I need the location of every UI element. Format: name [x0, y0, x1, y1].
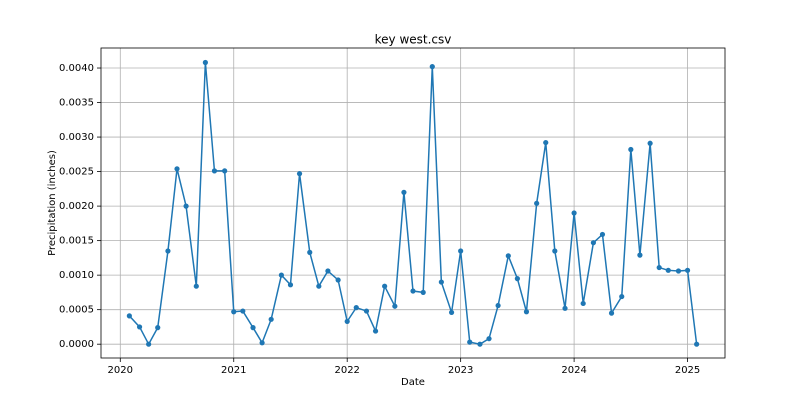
point	[590, 240, 596, 246]
point	[165, 248, 171, 254]
point	[126, 313, 132, 319]
x-axis-label: Date	[401, 377, 425, 388]
point	[619, 293, 625, 300]
point	[401, 189, 407, 195]
point	[316, 283, 322, 289]
point	[608, 310, 615, 316]
point	[146, 341, 152, 347]
x-tick-label: 2025	[675, 365, 700, 376]
point	[250, 325, 256, 331]
line	[128, 62, 698, 346]
point	[571, 210, 577, 216]
x-tick-label: 2024	[561, 365, 586, 376]
y-tick-label: 0.0035	[59, 98, 94, 109]
point	[684, 267, 691, 273]
point	[637, 252, 643, 258]
point	[382, 283, 388, 289]
chart-title: key west.csv	[375, 33, 452, 47]
point	[353, 304, 359, 311]
point	[534, 200, 540, 206]
point	[392, 303, 398, 309]
point	[467, 339, 473, 345]
point	[543, 139, 549, 146]
point	[523, 309, 530, 315]
point	[552, 248, 558, 254]
y-tick-label: 0.0020	[59, 201, 94, 212]
x-tick-label: 2021	[221, 365, 246, 376]
point	[268, 316, 274, 322]
point	[287, 282, 294, 288]
y-axis-label: Precipitation (inches)	[47, 150, 58, 256]
y-tick-label: 0.0040	[59, 63, 94, 74]
point	[325, 268, 331, 274]
plot-frame	[100, 47, 726, 359]
point	[307, 249, 313, 255]
x-tick-label: 2023	[448, 365, 473, 376]
point	[656, 264, 662, 271]
point	[240, 308, 246, 314]
point	[665, 267, 671, 273]
point	[505, 253, 511, 259]
point	[628, 146, 634, 153]
point	[495, 302, 501, 309]
point	[183, 203, 189, 209]
point	[694, 341, 700, 347]
y-tick-label: 0.0000	[59, 339, 94, 350]
point	[448, 309, 455, 316]
point	[647, 140, 653, 146]
point	[335, 277, 341, 283]
point	[259, 340, 265, 346]
point	[296, 171, 303, 177]
point	[477, 341, 483, 347]
point	[202, 59, 208, 66]
y-tick-label: 0.0025	[59, 167, 94, 178]
y-tick-label: 0.0030	[59, 132, 94, 143]
point	[514, 276, 520, 282]
point	[429, 64, 435, 70]
point	[174, 166, 180, 172]
point	[580, 300, 586, 307]
x-tick-label: 2022	[334, 365, 359, 376]
point	[363, 308, 370, 314]
y-tick-label: 0.0005	[59, 305, 94, 316]
y-tick-label: 0.0015	[59, 236, 94, 247]
point	[420, 289, 426, 296]
point	[562, 305, 568, 311]
y-tick-label: 0.0010	[59, 270, 94, 281]
point	[231, 309, 237, 315]
point	[155, 325, 161, 331]
point	[136, 324, 143, 330]
point	[278, 272, 284, 278]
point	[372, 328, 379, 334]
point	[599, 231, 606, 238]
point	[193, 283, 199, 289]
point	[458, 248, 464, 254]
point	[410, 288, 416, 294]
point	[344, 318, 350, 325]
x-tick-label: 2020	[108, 365, 133, 376]
point	[211, 168, 218, 174]
point	[486, 336, 492, 342]
point	[222, 168, 228, 174]
point	[675, 268, 682, 274]
point	[438, 279, 444, 285]
